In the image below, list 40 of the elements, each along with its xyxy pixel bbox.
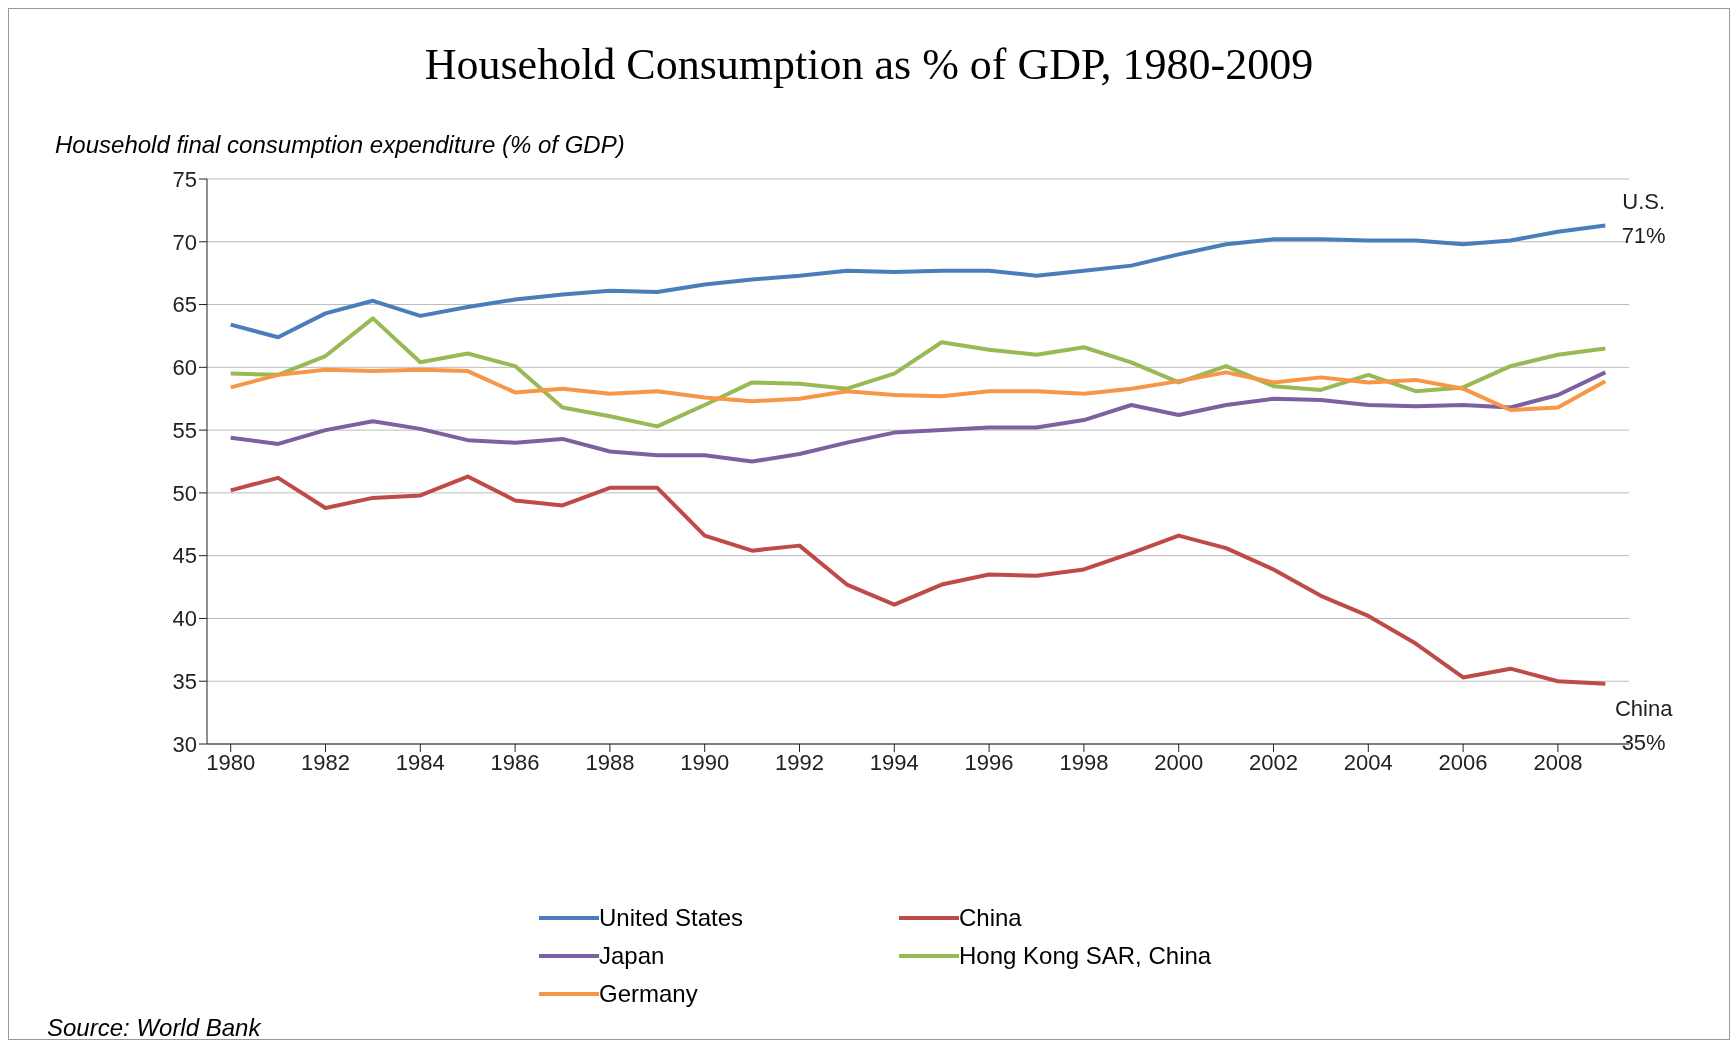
line-series [228,316,1608,429]
legend-label: United States [599,904,744,932]
x-tick-label: 2006 [1438,749,1488,775]
line-series [228,474,1608,686]
x-tick-label: 1994 [869,749,919,775]
x-tick-label: 2008 [1533,749,1583,775]
x-tick-label: 1992 [775,749,824,775]
line-series [228,370,1608,464]
annotation: U.S. 71% [1621,189,1666,249]
x-tick-label: 1988 [585,749,635,775]
legend-label: Germany [599,980,698,1008]
y-tick-label: 65 [172,292,197,318]
y-tick-label: 70 [172,229,197,255]
y-tick-label: 45 [172,543,197,569]
y-axis-title: Household final consumption expenditure (% of GDP) [55,131,625,159]
x-tick-label: 1986 [490,749,540,775]
line-series [228,223,1608,340]
legend-label: Hong Kong SAR, China [959,942,1212,970]
y-tick-label: 30 [172,731,197,757]
x-tick-label: 2000 [1154,749,1204,775]
y-tick-label: 55 [172,417,197,443]
chart-title: Household Consumption as % of GDP, 1980-2009 [423,39,1315,90]
x-tick-label: 1982 [301,749,350,775]
y-tick-label: 50 [172,480,197,506]
x-tick-label: 1980 [206,749,256,775]
y-tick-label: 40 [172,606,197,632]
legend-label: Japan [599,942,665,970]
source-note: Source: World Bank [47,1014,261,1042]
legend-label: China [959,904,1022,932]
x-tick-label: 2002 [1249,749,1298,775]
y-tick-label: 60 [172,355,197,381]
y-tick-label: 75 [172,166,197,192]
x-tick-label: 1990 [680,749,730,775]
annotation: China 35% [1614,696,1674,756]
x-tick-label: 1984 [395,749,445,775]
x-tick-label: 2004 [1343,749,1393,775]
x-tick-label: 1998 [1059,749,1109,775]
line-series [228,367,1608,413]
x-tick-label: 1996 [964,749,1014,775]
y-tick-label: 35 [172,669,197,695]
